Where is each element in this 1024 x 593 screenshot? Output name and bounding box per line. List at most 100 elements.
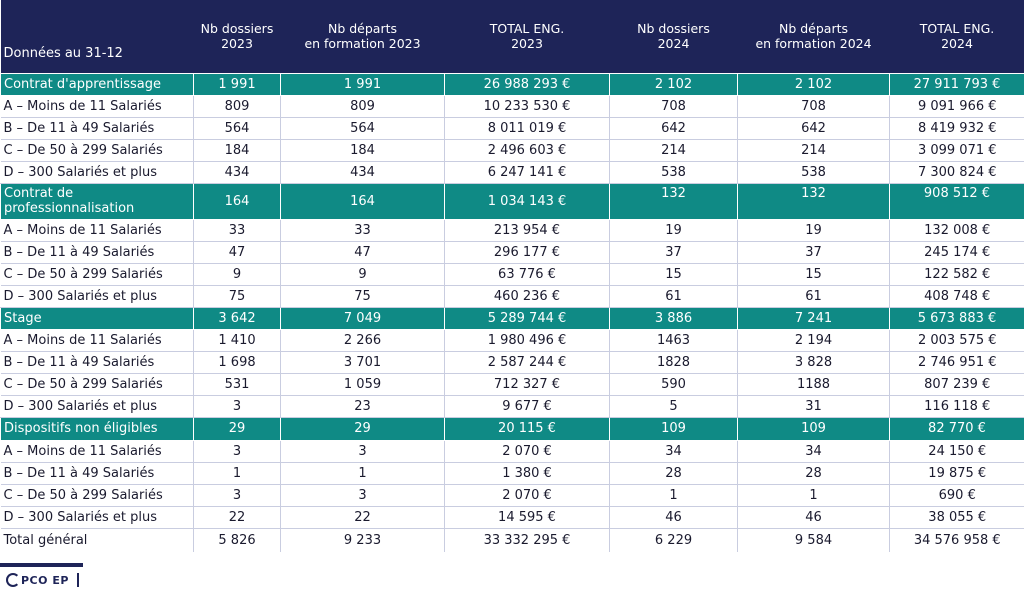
row-value: 3 <box>193 484 281 507</box>
category-label: Contrat de professionnalisation <box>0 182 194 220</box>
row-label: C – De 50 à 299 Salariés <box>0 139 194 162</box>
logo-text: PCO EP <box>21 573 69 587</box>
row-value: 184 <box>280 139 445 162</box>
category-value: 2 102 <box>737 72 890 96</box>
row-value: 1 980 496 € <box>444 329 610 352</box>
row-value: 642 <box>737 117 890 140</box>
total-value: 9 584 <box>737 527 890 552</box>
row-value: 1 380 € <box>444 462 610 485</box>
row-value: 3 <box>193 440 281 463</box>
row-value: 8 419 932 € <box>889 117 1024 140</box>
total-row: Total général 5 826 9 233 33 332 295 €6 229… <box>0 527 1024 552</box>
total-value: 5 826 <box>193 527 281 552</box>
row-value: 46 <box>737 506 890 529</box>
row-value: 1463 <box>609 329 738 352</box>
row-value: 1 410 <box>193 329 281 352</box>
header-col-dossiers-2023: Nb dossiers 2023 <box>200 21 274 52</box>
row-value: 8 011 019 € <box>444 117 610 140</box>
total-label: Total général <box>0 527 194 552</box>
row-label: C – De 50 à 299 Salariés <box>0 263 194 286</box>
row-value: 538 <box>609 161 738 184</box>
row-value: 2 194 <box>737 329 890 352</box>
row-value: 1 <box>193 462 281 485</box>
row-value: 184 <box>193 139 281 162</box>
table-row: B – De 11 à 49 Salariés 1 698 3 701 2 587 2… <box>0 351 1024 374</box>
category-row: Dispositifs non éligibles 29 29 20 115 €109… <box>0 416 1024 441</box>
table-row: A – Moins de 11 Salariés 809 809 10 233 530… <box>0 95 1024 118</box>
row-label: D – 300 Salariés et plus <box>0 506 194 529</box>
header-col-departs-2024: Nb départs en formation 2024 <box>755 21 872 52</box>
row-value: 22 <box>193 506 281 529</box>
row-value: 19 875 € <box>889 462 1024 485</box>
category-label: Stage <box>0 306 194 330</box>
opco-logo: PCO EP <box>6 570 79 590</box>
row-value: 34 <box>737 440 890 463</box>
table-row: B – De 11 à 49 Salariés 1 1 1 380 €28 28 19 8… <box>0 462 1024 485</box>
footer-bar <box>0 563 83 567</box>
table-row: A – Moins de 11 Salariés 3 3 2 070 €34 34 24 … <box>0 440 1024 463</box>
row-value: 2 070 € <box>444 484 610 507</box>
row-value: 531 <box>193 373 281 396</box>
row-value: 1 <box>280 462 445 485</box>
table-row: D – 300 Salariés et plus 75 75 460 236 €61 6… <box>0 285 1024 308</box>
category-value: 3 886 <box>609 306 738 330</box>
row-value: 3 <box>280 440 445 463</box>
row-value: 3 <box>193 395 281 418</box>
table-row: C – De 50 à 299 Salariés 9 9 63 776 €15 15 12… <box>0 263 1024 286</box>
row-value: 122 582 € <box>889 263 1024 286</box>
row-value: 1 698 <box>193 351 281 374</box>
total-value: 34 576 958 € <box>889 527 1024 552</box>
row-value: 63 776 € <box>444 263 610 286</box>
row-value: 1188 <box>737 373 890 396</box>
row-value: 19 <box>737 219 890 242</box>
category-row: Contrat de professionnalisation 164 164 1 0… <box>0 182 1024 220</box>
row-value: 47 <box>280 241 445 264</box>
row-value: 708 <box>609 95 738 118</box>
row-value: 33 <box>193 219 281 242</box>
row-value: 807 239 € <box>889 373 1024 396</box>
table-row: C – De 50 à 299 Salariés 184 184 2 496 603 … <box>0 139 1024 162</box>
row-value: 33 <box>280 219 445 242</box>
row-label: B – De 11 à 49 Salariés <box>0 462 194 485</box>
row-label: C – De 50 à 299 Salariés <box>0 373 194 396</box>
row-value: 19 <box>609 219 738 242</box>
category-value: 7 241 <box>737 306 890 330</box>
row-value: 564 <box>193 117 281 140</box>
data-table: Données au 31-12 Nb dossiers 2023 Nb dépa… <box>0 0 1024 552</box>
row-value: 6 247 141 € <box>444 161 610 184</box>
row-value: 9 677 € <box>444 395 610 418</box>
row-value: 14 595 € <box>444 506 610 529</box>
row-value: 37 <box>737 241 890 264</box>
row-value: 3 701 <box>280 351 445 374</box>
row-value: 296 177 € <box>444 241 610 264</box>
row-value: 1 <box>609 484 738 507</box>
row-value: 809 <box>280 95 445 118</box>
row-value: 564 <box>280 117 445 140</box>
row-value: 24 150 € <box>889 440 1024 463</box>
category-value: 164 <box>280 182 445 220</box>
row-value: 47 <box>193 241 281 264</box>
total-value: 6 229 <box>609 527 738 552</box>
row-value: 31 <box>737 395 890 418</box>
row-value: 46 <box>609 506 738 529</box>
row-value: 642 <box>609 117 738 140</box>
row-value: 116 118 € <box>889 395 1024 418</box>
table-row: C – De 50 à 299 Salariés 3 3 2 070 €1 1 690 € <box>0 484 1024 507</box>
table-row: A – Moins de 11 Salariés 33 33 213 954 €19 1… <box>0 219 1024 242</box>
table-row: C – De 50 à 299 Salariés 531 1 059 712 327 … <box>0 373 1024 396</box>
category-value: 109 <box>737 416 890 441</box>
category-value: 82 770 € <box>889 416 1024 441</box>
row-value: 2 003 575 € <box>889 329 1024 352</box>
category-value: 20 115 € <box>444 416 610 441</box>
category-value: 164 <box>193 182 281 220</box>
row-value: 10 233 530 € <box>444 95 610 118</box>
category-value: 27 911 793 € <box>889 72 1024 96</box>
category-value: 5 673 883 € <box>889 306 1024 330</box>
row-value: 3 099 071 € <box>889 139 1024 162</box>
row-value: 7 300 824 € <box>889 161 1024 184</box>
category-value: 2 102 <box>609 72 738 96</box>
row-value: 28 <box>609 462 738 485</box>
logo-separator <box>76 573 79 587</box>
row-value: 61 <box>609 285 738 308</box>
table-row: D – 300 Salariés et plus 22 22 14 595 €46 46… <box>0 506 1024 529</box>
